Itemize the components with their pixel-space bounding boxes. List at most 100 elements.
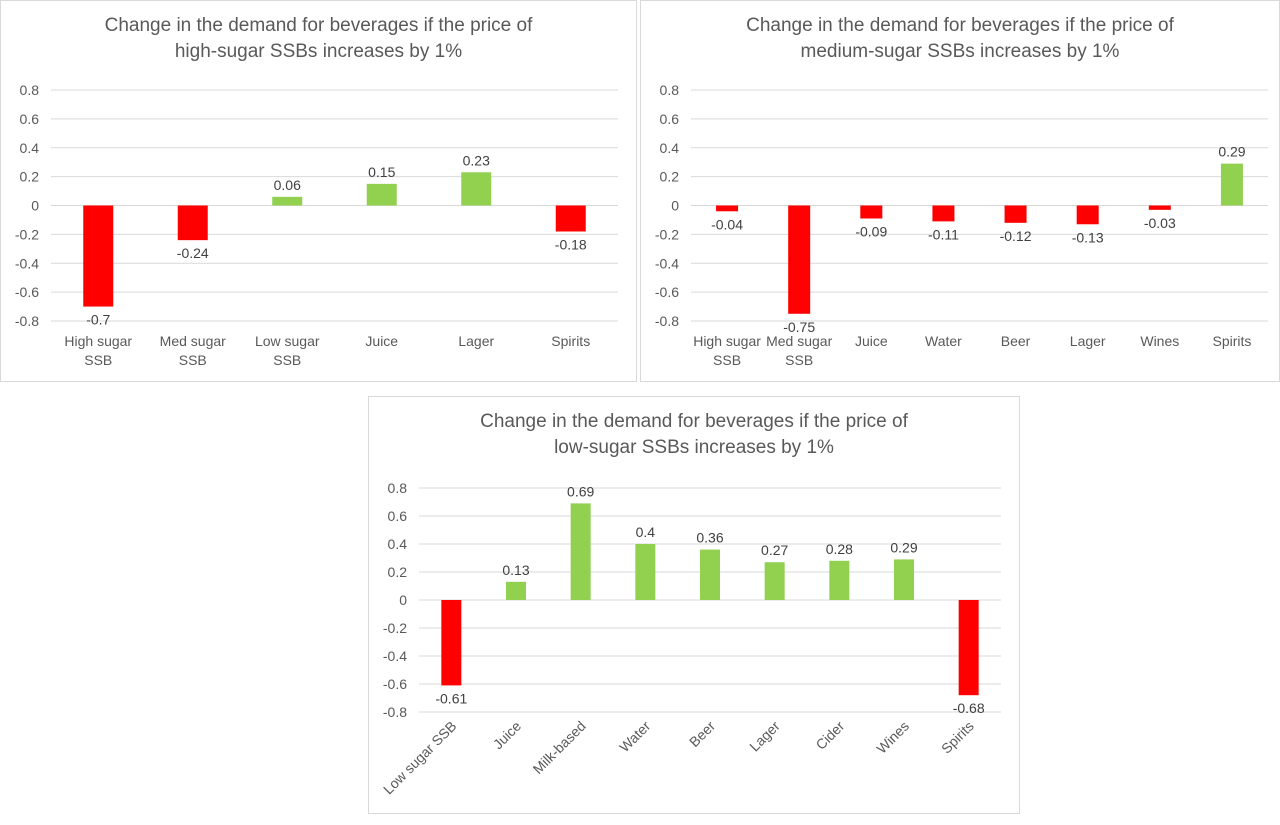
category-label: Cider — [812, 718, 847, 753]
y-tick-label: 0.2 — [660, 169, 680, 185]
y-tick-label: 0.8 — [388, 480, 408, 496]
y-tick-label: -0.2 — [383, 620, 407, 636]
chart-title-line-2: high-sugar SSBs increases by 1% — [174, 41, 463, 62]
bar — [1076, 205, 1099, 225]
bar — [829, 560, 850, 600]
data-label: 0.28 — [826, 541, 853, 557]
chart-title-line-1: Change in the demand for beverages if th… — [104, 15, 533, 36]
bar — [1004, 205, 1027, 223]
bar — [441, 600, 462, 686]
bar — [700, 549, 720, 600]
data-label: -0.11 — [928, 226, 959, 242]
data-label: 0.23 — [463, 152, 490, 168]
y-tick-label: 0.4 — [660, 140, 680, 156]
y-tick-label: -0.2 — [655, 226, 679, 242]
data-label: -0.12 — [1000, 228, 1032, 244]
category-label: Water — [616, 718, 654, 756]
chart-title-line-1: Change in the demand for beverages if th… — [480, 411, 908, 432]
bar-chart-high-sugar: 0.8 0.6 0.4 0.2 0 -0.2 -0.4 -0.6 -0.8 -0.7 High su… — [15, 82, 618, 368]
data-label: -0.18 — [555, 236, 587, 252]
chart-title-line-1: Change in the demand for beverages if th… — [746, 15, 1174, 36]
chart-panel-low-sugar: Change in the demand for beverages if th… — [368, 396, 1020, 814]
category-label: Milk-based — [530, 718, 589, 777]
bar — [894, 559, 914, 600]
category-label: Juice — [365, 333, 398, 349]
category-label: High sugar — [64, 333, 132, 349]
category-label: High sugar — [693, 333, 761, 349]
category-label: Spirits — [1212, 333, 1251, 349]
category-label: Low sugar — [255, 333, 320, 349]
bar — [635, 544, 656, 600]
data-label: -0.7 — [86, 312, 110, 328]
category-label: Spirits — [938, 718, 977, 757]
category-label: SSB — [713, 352, 741, 368]
y-tick-label: 0 — [31, 198, 39, 214]
data-label: 0.27 — [761, 542, 788, 558]
bar — [83, 205, 114, 307]
data-label: -0.24 — [177, 245, 209, 261]
bar — [177, 205, 208, 241]
y-tick-label: 0.6 — [660, 111, 680, 127]
category-label: Water — [925, 333, 962, 349]
chart-title-line-2: low-sugar SSBs increases by 1% — [554, 437, 834, 458]
data-label: 0.13 — [502, 562, 529, 578]
bar — [272, 196, 303, 206]
y-tick-label: -0.8 — [655, 313, 679, 329]
y-tick-label: -0.6 — [655, 284, 679, 300]
bar — [716, 205, 739, 212]
category-label: Beer — [1001, 333, 1031, 349]
category-label: Lager — [746, 718, 783, 755]
y-tick-label: 0.6 — [388, 508, 408, 524]
bar-chart-medium-sugar: 0.8 0.6 0.4 0.2 0 -0.2 -0.4 -0.6 -0.8 -0.04 High s… — [655, 82, 1268, 368]
category-label: SSB — [84, 352, 112, 368]
data-label: 0.15 — [368, 164, 395, 180]
bar — [1220, 163, 1243, 206]
y-tick-label: -0.4 — [655, 255, 679, 271]
y-tick-label: -0.4 — [383, 648, 407, 664]
category-label: Wines — [873, 718, 912, 757]
data-label: 0.69 — [567, 483, 594, 499]
data-label: -0.68 — [953, 700, 985, 716]
bar — [461, 172, 492, 206]
bar — [570, 503, 591, 600]
bar — [932, 205, 955, 222]
chart-panel-medium-sugar: Change in the demand for beverages if th… — [640, 0, 1280, 382]
bar — [1148, 205, 1171, 210]
data-label: -0.75 — [783, 319, 815, 335]
category-label: Lager — [1070, 333, 1106, 349]
bar-chart-low-sugar: 0.8 0.6 0.4 0.2 0 -0.2 -0.4 -0.6 -0.8 -0.61 Low su… — [380, 480, 1001, 797]
data-label: -0.13 — [1072, 229, 1104, 245]
data-label: 0.4 — [636, 524, 656, 540]
data-label: -0.09 — [855, 223, 887, 239]
category-label: Spirits — [551, 333, 590, 349]
y-tick-label: 0 — [399, 592, 407, 608]
y-tick-label: -0.8 — [15, 313, 39, 329]
category-label: SSB — [179, 352, 207, 368]
chart-title: Change in the demand for beverages if th… — [641, 13, 1279, 65]
data-label: -0.04 — [711, 216, 743, 232]
y-tick-label: 0.4 — [20, 140, 40, 156]
bar — [958, 600, 979, 696]
category-label: Juice — [490, 718, 525, 753]
y-tick-label: 0.4 — [388, 536, 408, 552]
bar — [860, 205, 883, 219]
bar — [555, 205, 586, 232]
y-tick-label: -0.6 — [383, 676, 407, 692]
y-tick-label: 0.6 — [20, 111, 40, 127]
bar — [764, 562, 785, 600]
data-label: -0.61 — [435, 690, 467, 706]
category-label: Med sugar — [766, 333, 832, 349]
chart-title: Change in the demand for beverages if th… — [369, 409, 1019, 461]
y-tick-label: -0.4 — [15, 255, 39, 271]
category-label: SSB — [785, 352, 813, 368]
category-label: Lager — [458, 333, 494, 349]
data-label: -0.03 — [1144, 215, 1176, 231]
y-tick-label: -0.6 — [15, 284, 39, 300]
category-label: Med sugar — [160, 333, 226, 349]
y-tick-label: 0 — [671, 198, 679, 214]
category-label: SSB — [273, 352, 301, 368]
bar — [506, 581, 526, 600]
y-tick-label: -0.2 — [15, 226, 39, 242]
data-label: 0.36 — [696, 530, 723, 546]
category-label: Wines — [1140, 333, 1179, 349]
